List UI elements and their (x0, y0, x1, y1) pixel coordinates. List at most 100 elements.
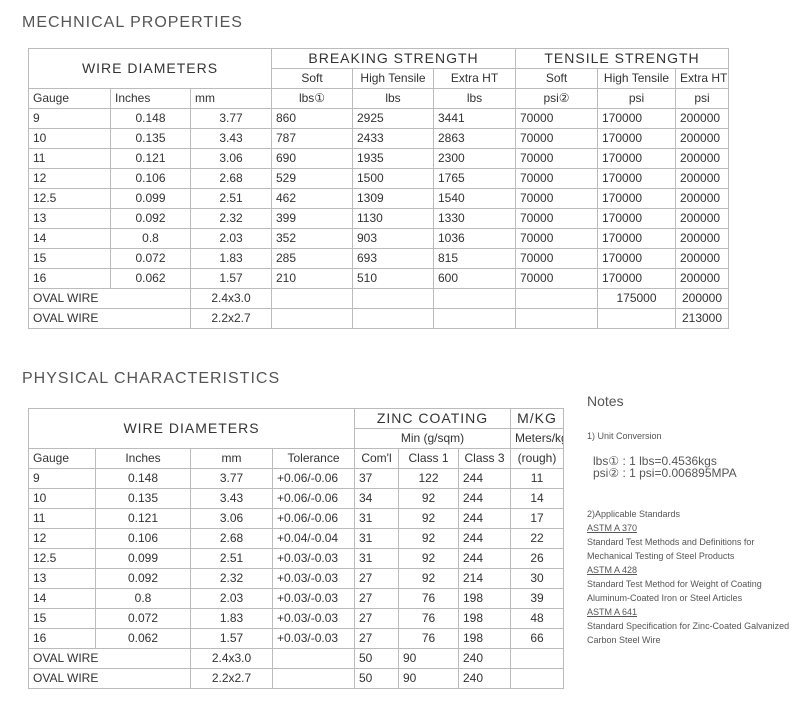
table-cell: 0.072 (110, 248, 191, 269)
table-cell: 198 (457, 628, 512, 649)
table-cell: 3.06 (190, 508, 273, 529)
table-row: 15 0.072 1.83 +0.03/-0.03 27 76 198 48 (28, 608, 565, 629)
column-header: Class 3 (457, 448, 512, 469)
subheader-cell: High Tensile (597, 68, 676, 89)
table-cell: 198 (457, 608, 512, 629)
oval-wire-row: OVAL WIRE 2.2x2.7 50 90 240 (28, 668, 565, 689)
column-header: psi (675, 88, 729, 109)
wire-diameters-header: WIRE DIAMETERS (28, 408, 355, 449)
table-cell: 48 (510, 608, 565, 629)
table-cell: 76 (398, 588, 459, 609)
table-cell: 12.5 (28, 548, 96, 569)
table-cell: +0.06/-0.06 (272, 488, 355, 509)
psi-label: psi② (593, 466, 620, 480)
table-cell (272, 648, 355, 669)
table-cell (433, 288, 516, 309)
table-cell: 2.51 (190, 188, 272, 209)
table-cell: 34 (354, 488, 399, 509)
table-cell: 200000 (675, 288, 729, 309)
subheader-cell: High Tensile (352, 68, 434, 89)
table-cell: 0.092 (110, 208, 191, 229)
column-header: psi (597, 88, 676, 109)
table-cell (515, 288, 598, 309)
table-cell: 0.121 (110, 148, 191, 169)
table-cell: 10 (28, 128, 111, 149)
table-cell: 2433 (352, 128, 434, 149)
table-cell: 3.77 (190, 108, 272, 129)
table-cell: 11 (28, 508, 96, 529)
table-row: 16 0.062 1.57 +0.03/-0.03 27 76 198 66 (28, 628, 565, 649)
table-cell: 240 (457, 648, 512, 669)
table-cell: 0.062 (95, 628, 191, 649)
table-cell: 200000 (675, 148, 729, 169)
table-cell (271, 308, 353, 329)
column-header: Tolerance (272, 448, 355, 469)
table-cell (510, 668, 565, 689)
table-cell: 11 (28, 148, 111, 169)
table-cell: 31 (354, 548, 399, 569)
table-cell: 244 (457, 528, 512, 549)
table-cell: 30 (510, 568, 565, 589)
table-cell: 2.68 (190, 528, 273, 549)
table-cell: 92 (398, 508, 459, 529)
table-cell: 0.092 (95, 568, 191, 589)
table-cell: 70000 (515, 108, 598, 129)
oval-wire-row: OVAL WIRE 2.4x3.0 175000 200000 (28, 288, 729, 309)
table-cell: 1540 (433, 188, 516, 209)
table-cell: 2.2x2.7 (190, 668, 273, 689)
table-cell: 13 (28, 568, 96, 589)
table-cell: 70000 (515, 188, 598, 209)
standard-code: ASTM A 428 (587, 565, 638, 575)
mechanical-title: MECHNICAL PROPERTIES (22, 14, 243, 31)
table-cell: 860 (271, 108, 353, 129)
table-cell: 2.4x3.0 (190, 288, 272, 309)
table-row: 9 0.148 3.77 860 2925 3441 70000 170000 200000 (28, 108, 729, 129)
standard-code: ASTM A 641 (587, 607, 638, 617)
table-cell: 2.51 (190, 548, 273, 569)
table-cell (271, 288, 353, 309)
table-cell: 2.03 (190, 228, 272, 249)
oval-wire-row: OVAL WIRE 2.4x3.0 50 90 240 (28, 648, 565, 669)
standard-code: ASTM A 370 (587, 523, 638, 533)
table-cell: 170000 (597, 168, 676, 189)
table-cell: 2300 (433, 148, 516, 169)
table-cell: 210 (271, 268, 353, 289)
table-cell (515, 308, 598, 329)
table-cell: 1130 (352, 208, 434, 229)
table-cell: 14 (510, 488, 565, 509)
table-cell: 1500 (352, 168, 434, 189)
table-cell: 200000 (675, 168, 729, 189)
table-cell: 244 (457, 508, 512, 529)
table-row: 12.5 0.099 2.51 462 1309 1540 70000 170000 20000… (28, 188, 729, 209)
table-row: 13 0.092 2.32 399 1130 1330 70000 170000 200000 (28, 208, 729, 229)
table-cell: 3.43 (190, 128, 272, 149)
oval-wire-row: OVAL WIRE 2.2x2.7 213000 (28, 308, 729, 329)
standard-description: Standard Specification for Zinc-Coated G… (587, 621, 790, 645)
table-cell: 31 (354, 508, 399, 529)
table-cell: 240 (457, 668, 512, 689)
column-header: Gauge (28, 448, 96, 469)
notes-title: Notes (587, 393, 624, 409)
column-header: lbs (433, 88, 516, 109)
table-cell: +0.03/-0.03 (272, 588, 355, 609)
column-header: Inches (95, 448, 191, 469)
standards-heading: 2)Applicable Standards (587, 509, 681, 519)
table-cell: 27 (354, 568, 399, 589)
table-cell: 14 (28, 228, 111, 249)
table-cell: 1935 (352, 148, 434, 169)
table-cell: 17 (510, 508, 565, 529)
table-cell: 0.062 (110, 268, 191, 289)
column-header: Com'l (354, 448, 399, 469)
table-cell: 70000 (515, 128, 598, 149)
table-cell (272, 668, 355, 689)
table-cell: 31 (354, 528, 399, 549)
table-row: 11 0.121 3.06 +0.06/-0.06 31 92 244 17 (28, 508, 565, 529)
table-row: 15 0.072 1.83 285 693 815 70000 170000 200000 (28, 248, 729, 269)
table-cell: 1.57 (190, 628, 273, 649)
table-cell: 50 (354, 668, 399, 689)
table-cell: 170000 (597, 128, 676, 149)
table-cell (352, 288, 434, 309)
oval-wire-label: OVAL WIRE (28, 668, 191, 689)
table-cell: 200000 (675, 208, 729, 229)
table-cell: 76 (398, 608, 459, 629)
